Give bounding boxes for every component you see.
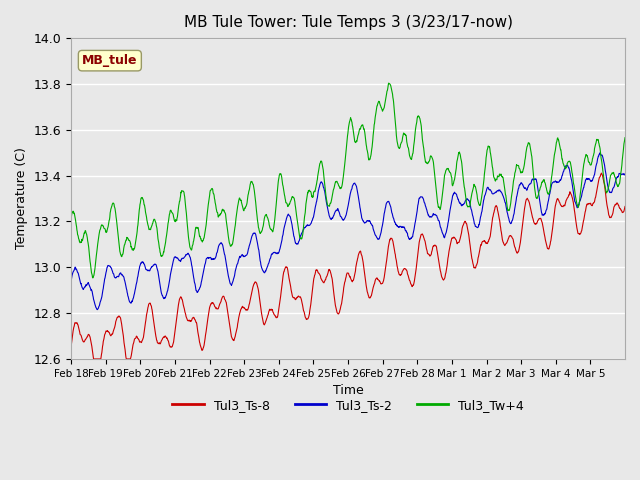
Text: MB_tule: MB_tule (82, 54, 138, 67)
Title: MB Tule Tower: Tule Temps 3 (3/23/17-now): MB Tule Tower: Tule Temps 3 (3/23/17-now… (184, 15, 513, 30)
Legend: Tul3_Ts-8, Tul3_Ts-2, Tul3_Tw+4: Tul3_Ts-8, Tul3_Ts-2, Tul3_Tw+4 (167, 394, 529, 417)
Y-axis label: Temperature (C): Temperature (C) (15, 147, 28, 250)
X-axis label: Time: Time (333, 384, 364, 397)
